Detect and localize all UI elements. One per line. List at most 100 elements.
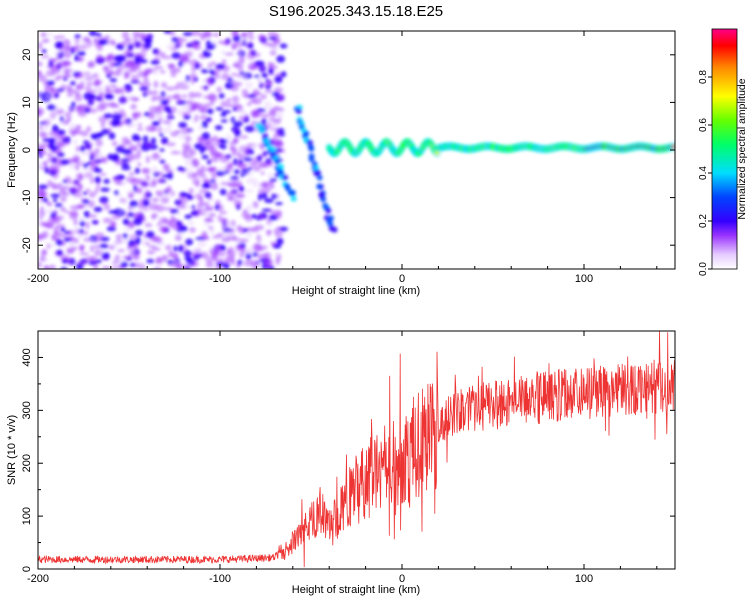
spectrogram-cell — [86, 81, 94, 86]
colorbar-tick-label: 0.8 — [698, 70, 709, 84]
spectrogram-cell — [67, 187, 77, 192]
spectrogram-cell — [273, 87, 283, 93]
spectrogram-cell — [280, 148, 286, 153]
spectrogram-cell — [277, 117, 282, 121]
spectrogram-cell — [132, 255, 140, 261]
spectrogram-cell — [147, 249, 155, 255]
spectrogram-cell — [228, 168, 233, 176]
spectrogram-cell — [123, 228, 133, 232]
spectrogram-cell — [210, 61, 217, 67]
spectrogram-cell — [78, 244, 86, 250]
spectrogram-cell — [253, 65, 259, 70]
spectrogram-cell — [155, 108, 163, 115]
spectrogram-cell — [70, 81, 76, 86]
spectrogram-cell — [278, 93, 285, 101]
spectrogram-cell — [121, 181, 127, 186]
spectrogram-cell — [185, 171, 191, 176]
spectrogram-cell — [155, 52, 163, 57]
spectrogram-cell — [266, 230, 272, 237]
spectrogram-cell — [53, 231, 63, 236]
spectrogram-cell — [136, 42, 146, 48]
spectrogram-cell — [38, 70, 41, 76]
spectrogram-cell — [51, 68, 61, 74]
spectrogram-cell — [231, 95, 240, 103]
spectrogram-cell — [78, 184, 84, 189]
spectrogram-cell — [233, 169, 240, 175]
spectrogram-cell — [175, 129, 182, 134]
spectrogram-cell — [206, 141, 214, 150]
colorbar-tick-label: 0.2 — [698, 214, 709, 228]
spectrogram-cell — [112, 113, 122, 121]
spectrogram-cell — [268, 36, 278, 41]
spectrogram-cell — [87, 62, 94, 69]
spectrogram-cell — [257, 162, 268, 168]
spectrogram-cell — [56, 88, 65, 92]
spectrogram-cell — [244, 113, 249, 120]
spectrogram-cell — [160, 137, 169, 145]
spectrogram-cell — [279, 43, 288, 49]
spectrogram-cell — [228, 182, 239, 189]
spectrogram-cell — [60, 240, 66, 247]
spectrogram-cell — [239, 146, 247, 153]
spectrogram-cell — [113, 190, 119, 196]
spectrogram-cell — [55, 203, 63, 208]
spectrogram-cell — [274, 252, 281, 257]
spectrogram-cell — [258, 82, 268, 88]
spectrogram-cell — [192, 177, 200, 186]
spectrogram-cell — [152, 127, 158, 132]
spectrogram-cell — [178, 225, 188, 232]
spectrogram-cell — [276, 237, 284, 245]
spectrogram-cell — [95, 232, 105, 239]
spectrogram-cell — [249, 98, 257, 104]
spectrogram-cell — [170, 150, 181, 155]
spectrogram-cell — [209, 157, 220, 163]
spectrogram-cell — [114, 119, 121, 126]
spectrogram-cell — [81, 130, 89, 137]
spectrogram-cell — [94, 188, 99, 194]
spectrogram-cell — [120, 113, 128, 118]
spectrogram-cell — [215, 63, 226, 70]
snr-ytick-label: 200 — [21, 454, 33, 472]
spectrogram-cell — [274, 33, 280, 38]
colorbar-tick-label: 0.6 — [698, 118, 709, 132]
spectrogram-cell — [89, 176, 95, 184]
spectrogram-cell — [131, 133, 140, 141]
spectrogram-cell — [196, 103, 205, 110]
spectrogram-cell — [71, 210, 79, 217]
spectrogram-cell — [178, 197, 188, 205]
spectrogram-cell — [57, 54, 64, 60]
spectrogram-cell — [47, 157, 53, 163]
spectrogram-cell — [268, 42, 278, 49]
spectrogram-cell — [158, 133, 164, 137]
spectrogram-cell — [103, 113, 113, 119]
spectrogram-cell — [143, 76, 149, 83]
spectrogram-cell — [82, 103, 92, 111]
spectrogram-cell — [85, 256, 94, 262]
spectrogram-cell — [45, 93, 50, 100]
spectrogram-cell — [236, 64, 244, 71]
spectrogram-xlabel: Height of straight line (km) — [292, 285, 420, 297]
spectrogram-cell — [114, 109, 120, 114]
spectrogram-cell — [71, 158, 81, 163]
spectrogram-cell — [190, 76, 196, 85]
spectrogram-cell — [93, 152, 98, 159]
spectrogram-cell — [145, 155, 151, 164]
spectrogram-cell — [74, 163, 80, 171]
spectrogram-cell — [181, 127, 191, 135]
spectrogram-cell — [145, 143, 154, 148]
spectrogram-cell — [208, 212, 216, 218]
spectrogram-cell — [54, 226, 60, 230]
spectrogram-cell — [88, 31, 97, 37]
spectrogram-cell — [153, 80, 159, 89]
spectrogram-cell — [256, 234, 262, 242]
spectrogram-cell — [212, 135, 219, 143]
spectrogram-cell — [226, 249, 232, 254]
spectrogram-cell — [223, 220, 233, 228]
spectrogram-cell — [93, 206, 103, 212]
spectrogram-cell — [117, 248, 125, 253]
spectrogram-cell — [51, 242, 57, 248]
spectrogram-cell — [187, 220, 195, 226]
spectrogram-cell — [40, 32, 48, 38]
spectrogram-cell — [137, 178, 145, 185]
spectrogram-cell — [151, 197, 160, 203]
